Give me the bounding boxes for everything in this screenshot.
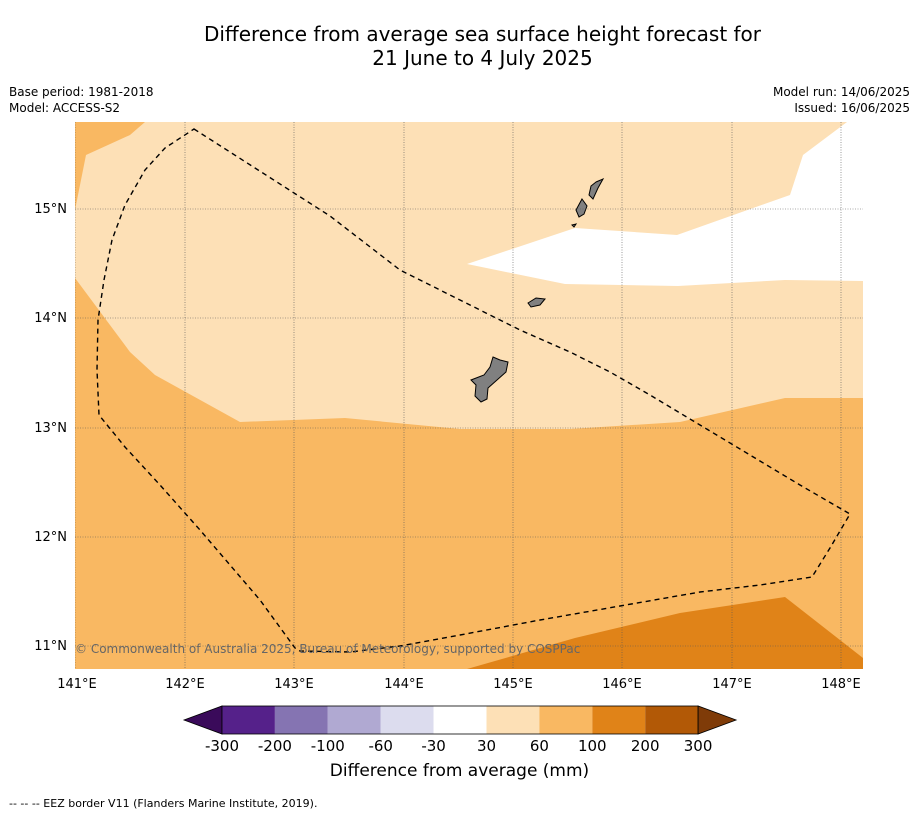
field-30-60	[75, 122, 863, 429]
colorbar-outline	[221, 705, 699, 735]
lat-label: 12°N	[34, 530, 67, 545]
lat-label: 11°N	[34, 639, 67, 654]
colorbar-under-arrow	[182, 705, 223, 735]
lon-label: 145°E	[493, 677, 533, 692]
lat-label: 15°N	[34, 202, 67, 217]
latitude-labels: 15°N 14°N 13°N 12°N 11°N	[34, 202, 67, 654]
chart-title: Difference from average sea surface heig…	[0, 22, 919, 70]
lat-label: 14°N	[34, 311, 67, 326]
meta-left: Base period: 1981-2018 Model: ACCESS-S2	[9, 84, 154, 116]
longitude-labels: 141°E 142°E 143°E 144°E 145°E 146°E 147°…	[57, 677, 861, 692]
colorbar-segment	[433, 706, 487, 734]
field-under-30	[467, 122, 863, 286]
colorbar-over-arrow	[697, 705, 738, 735]
colorbar-ticks: -300 -200 -100 -60 -30 30 60 100 200 300	[205, 737, 712, 755]
lon-label: 147°E	[712, 677, 752, 692]
colorbar-tick-label: -60	[368, 737, 393, 755]
colorbar	[182, 705, 738, 735]
base-period: Base period: 1981-2018	[9, 85, 154, 99]
colorbar-tick-label: 60	[530, 737, 549, 755]
colorbar-tick-label: -100	[311, 737, 345, 755]
meta-right: Model run: 14/06/2025 Issued: 16/06/2025	[773, 84, 910, 116]
model-run: Model run: 14/06/2025	[772, 85, 910, 99]
island-aguijan	[571, 223, 578, 228]
colorbar-segment	[380, 706, 434, 734]
lon-label: 141°E	[57, 677, 97, 692]
map-field: © Commonwealth of Australia 2025, Bureau…	[75, 122, 863, 669]
copyright-text: © Commonwealth of Australia 2025, Bureau…	[75, 642, 580, 656]
title-line-2: 21 June to 4 July 2025	[372, 46, 593, 70]
colorbar-segment	[274, 706, 328, 734]
grid-lines	[75, 122, 863, 669]
island-saipan	[588, 177, 605, 200]
colorbar-segment	[592, 706, 646, 734]
island-tinian	[575, 198, 588, 218]
issued-date: Issued: 16/06/2025	[794, 101, 910, 115]
colorbar-tick-label: 30	[477, 737, 496, 755]
colorbar-tick-label: 100	[578, 737, 607, 755]
field-100-200	[467, 597, 863, 669]
field-60-100-corner	[75, 122, 145, 210]
lon-label: 146°E	[602, 677, 642, 692]
lat-label: 13°N	[34, 421, 67, 436]
colorbar-tick-label: 300	[684, 737, 713, 755]
island-guam	[470, 356, 509, 403]
model-name: Model: ACCESS-S2	[9, 101, 121, 115]
colorbar-segment	[645, 706, 699, 734]
colorbar-tick-label: -30	[421, 737, 446, 755]
land-islands	[470, 177, 605, 403]
island-rota	[527, 297, 546, 308]
lon-label: 142°E	[165, 677, 205, 692]
colorbar-tick-label: 200	[631, 737, 660, 755]
lon-label: 148°E	[821, 677, 861, 692]
colorbar-segment	[222, 706, 275, 734]
lon-label: 143°E	[274, 677, 314, 692]
colorbar-label: Difference from average (mm)	[329, 761, 590, 781]
lon-label: 144°E	[384, 677, 424, 692]
eez-legend-note: -- -- -- EEZ border V11 (Flanders Marine…	[9, 797, 318, 810]
colorbar-tick-label: -300	[205, 737, 239, 755]
colorbar-tick-label: -200	[258, 737, 292, 755]
colorbar-segment	[486, 706, 540, 734]
title-line-1: Difference from average sea surface heig…	[203, 22, 762, 46]
colorbar-segment	[327, 706, 381, 734]
colorbar-segment	[539, 706, 593, 734]
